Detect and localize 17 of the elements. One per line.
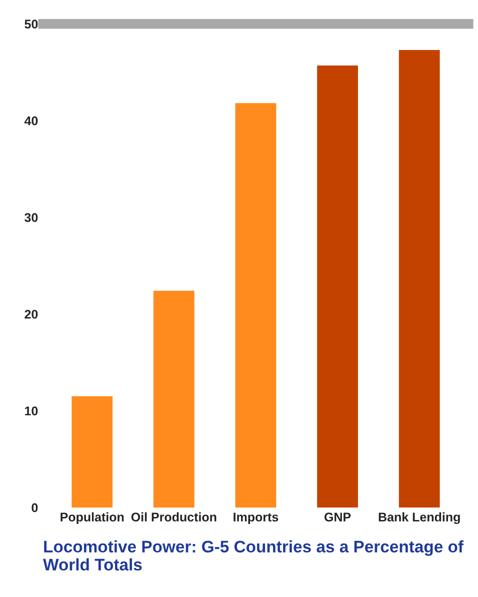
bar xyxy=(153,290,194,508)
bar xyxy=(72,396,113,508)
bar xyxy=(398,50,440,508)
y-tick-label: 0 xyxy=(32,503,38,512)
y-tick-label: 20 xyxy=(24,310,38,319)
x-tick-label: GNP xyxy=(324,512,351,522)
y-tick-label: 30 xyxy=(24,213,38,222)
y-tick-label: 10 xyxy=(25,406,38,416)
bar xyxy=(235,103,276,508)
x-tick-label: Bank Lending xyxy=(378,512,460,524)
y-tick-label: 50 xyxy=(24,20,38,29)
x-tick-label: Imports xyxy=(234,512,278,524)
x-tick-label: Population xyxy=(60,512,124,524)
text: Locomotive Power: G-5 Countries as a Percentage of World Totals xyxy=(43,540,464,571)
x-tick-label: Oil Production xyxy=(131,512,216,522)
bar xyxy=(317,65,358,508)
y-tick-label: 40 xyxy=(24,116,38,126)
